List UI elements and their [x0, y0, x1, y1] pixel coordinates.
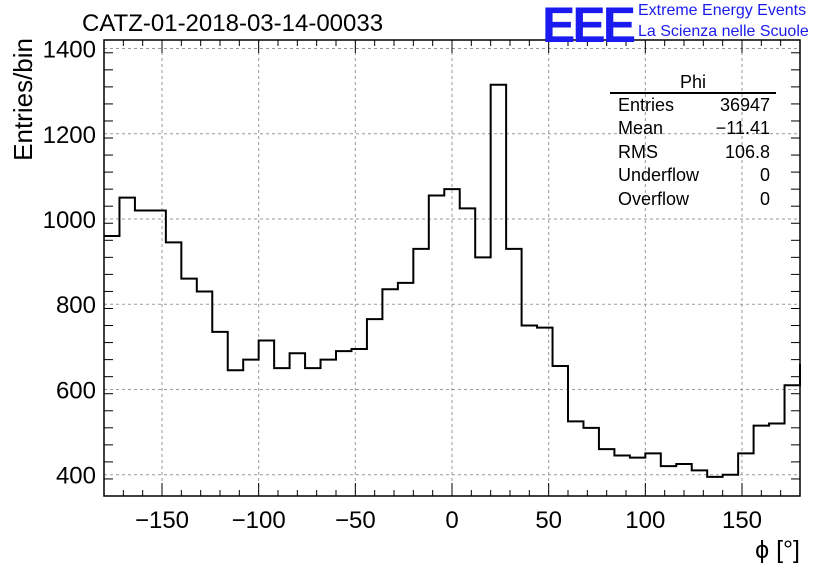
y-tick-label: 600: [56, 377, 96, 404]
x-tick-label: −50: [335, 507, 376, 534]
stats-value: 0: [759, 188, 770, 209]
x-tick-label: −100: [232, 507, 286, 534]
stats-value: 106.8: [724, 141, 770, 162]
stats-value: 0: [759, 165, 770, 186]
x-tick-label: 100: [625, 507, 665, 534]
stats-value: −11.41: [715, 118, 770, 139]
logo-line-1: Extreme Energy Events: [638, 2, 807, 19]
stats-value: 36947: [719, 95, 770, 115]
x-tick-label: −150: [135, 507, 189, 534]
x-tick-label: 0: [445, 507, 458, 534]
stats-box: Phi Entries 36947 Mean −11.41 RMS 106.8 …: [610, 72, 776, 211]
stats-label: RMS: [618, 141, 658, 162]
stats-label: Underflow: [618, 165, 700, 186]
chart-title: CATZ-01-2018-03-14-00033: [82, 10, 384, 37]
eee-logo: EEE: [542, 0, 636, 53]
x-tick-label: 50: [535, 507, 562, 534]
stats-row-rms: RMS 106.8: [610, 141, 776, 164]
x-axis-label: ϕ [°]: [755, 536, 800, 564]
stats-row-underflow: Underflow 0: [610, 164, 776, 187]
histogram-line: [104, 83, 801, 478]
stats-row-overflow: Overflow 0: [610, 188, 776, 211]
y-tick-label: 800: [56, 292, 96, 319]
stats-row-entries: Entries 36947: [610, 94, 776, 117]
x-tick-label: 150: [722, 507, 762, 534]
stats-row-mean: Mean −11.41: [610, 117, 776, 140]
y-tick-label: 1000: [43, 207, 96, 234]
y-tick-label: 1200: [43, 122, 96, 149]
stats-label: Mean: [618, 118, 664, 139]
y-axis-label: Entries/bin: [8, 38, 38, 161]
y-tick-label: 1400: [43, 37, 96, 64]
logo-line-2: La Scienza nelle Scuole: [638, 23, 809, 40]
y-tick-label: 400: [56, 463, 96, 490]
stats-label: Entries: [618, 95, 675, 115]
stats-label: Overflow: [618, 188, 690, 209]
stats-title: Phi: [610, 72, 776, 94]
